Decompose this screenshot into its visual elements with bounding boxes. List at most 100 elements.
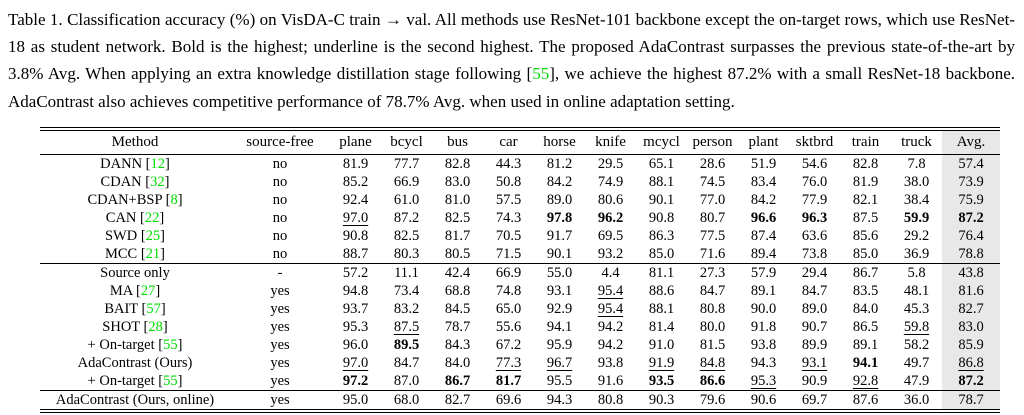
value-cell: 85.9 xyxy=(942,335,1000,354)
table-group: DANN [12] no 81.9 77.7 82.8 44.3 81.2 29.5 65.1 2… xyxy=(40,154,1000,264)
value-cell: 66.9 xyxy=(393,173,420,190)
column-header: knife xyxy=(585,130,636,155)
value-cell: 80.5 xyxy=(444,245,471,262)
value-cell: 93.8 xyxy=(750,336,777,353)
value-cell: 80.6 xyxy=(597,191,624,208)
value-cell: 86.3 xyxy=(648,227,675,244)
column-header: bcycl xyxy=(381,130,432,155)
table-row: SWD [25] no 90.8 82.5 81.7 70.5 91.7 69.5 86.3 77… xyxy=(40,226,1000,245)
value-cell: 57.4 xyxy=(942,154,1000,173)
table-row: CDAN [32] no 85.2 66.9 83.0 50.8 84.2 74.9 88.1 7… xyxy=(40,172,1000,191)
citation-link[interactable]: 25 xyxy=(145,227,161,244)
citation-link[interactable]: 57 xyxy=(146,300,161,317)
value-cell: 79.6 xyxy=(699,391,726,408)
value-cell: 94.2 xyxy=(597,318,624,335)
source-free-cell: no xyxy=(272,191,288,208)
method-cell: + On-target [55] xyxy=(87,336,183,353)
citation-link[interactable]: 8 xyxy=(170,191,178,208)
value-cell: 95.4 xyxy=(597,282,624,299)
value-cell: 95.3 xyxy=(342,318,369,335)
table-row: MA [27] yes 94.8 73.4 68.8 74.8 93.1 95.4 88.6 84… xyxy=(40,281,1000,300)
citation-link[interactable]: 55 xyxy=(163,372,178,389)
citation-link[interactable]: 22 xyxy=(144,209,160,226)
value-cell: 81.0 xyxy=(444,191,471,208)
source-free-cell: yes xyxy=(270,391,290,408)
value-cell: 50.8 xyxy=(495,173,522,190)
value-cell: 28.6 xyxy=(699,155,726,172)
source-free-cell: no xyxy=(272,245,288,262)
citation-link[interactable]: 55 xyxy=(163,336,178,353)
source-free-cell: no xyxy=(272,155,288,172)
value-cell: 51.9 xyxy=(750,155,777,172)
value-cell: 85.6 xyxy=(852,227,879,244)
value-cell: 95.3 xyxy=(750,372,777,389)
column-header: Avg. xyxy=(942,130,1000,155)
value-cell: 78.7 xyxy=(444,318,471,335)
value-cell: 49.7 xyxy=(903,354,930,371)
citation-link[interactable]: 21 xyxy=(145,245,161,262)
value-cell: 85.2 xyxy=(342,173,369,190)
value-cell: 88.1 xyxy=(648,300,675,317)
value-cell: 68.8 xyxy=(444,282,471,299)
value-cell: 84.2 xyxy=(546,173,573,190)
value-cell: 93.5 xyxy=(648,372,675,389)
table-row: DANN [12] no 81.9 77.7 82.8 44.3 81.2 29.5 65.1 2… xyxy=(40,154,1000,173)
value-cell: 83.0 xyxy=(444,173,471,190)
citation-link[interactable]: 27 xyxy=(140,282,156,299)
value-cell: 87.2 xyxy=(942,371,1000,391)
table-group: Source only - 57.2 11.1 42.4 66.9 55.0 4.4 81.1 2… xyxy=(40,263,1000,391)
value-cell: 82.1 xyxy=(852,191,879,208)
value-cell: 84.7 xyxy=(393,354,420,371)
value-cell: 84.7 xyxy=(699,282,726,299)
value-cell: 61.0 xyxy=(393,191,420,208)
value-cell: 93.1 xyxy=(546,282,573,299)
caption-citation-link[interactable]: 55 xyxy=(532,64,550,84)
method-cell: MCC [21] xyxy=(104,245,166,262)
value-cell: 78.7 xyxy=(942,390,1000,410)
value-cell: 55.0 xyxy=(546,264,573,281)
column-header: bus xyxy=(432,130,483,155)
citation-link[interactable]: 32 xyxy=(150,173,165,190)
value-cell: 81.9 xyxy=(852,173,879,190)
value-cell: 88.7 xyxy=(342,245,369,262)
table-row: CDAN+BSP [8] no 92.4 61.0 81.0 57.5 89.0 80.6 90… xyxy=(40,190,1000,209)
source-free-cell: yes xyxy=(270,372,290,389)
value-cell: 91.0 xyxy=(648,336,675,353)
value-cell: 59.8 xyxy=(903,318,930,335)
value-cell: 94.1 xyxy=(852,354,879,371)
citation-link[interactable]: 28 xyxy=(148,318,163,335)
value-cell: 84.7 xyxy=(801,282,828,299)
value-cell: 90.7 xyxy=(801,318,828,335)
value-cell: 96.2 xyxy=(597,209,624,226)
value-cell: 82.5 xyxy=(444,209,471,226)
column-header: person xyxy=(687,130,738,155)
column-header: horse xyxy=(534,130,585,155)
source-free-cell: yes xyxy=(270,318,290,335)
value-cell: 85.0 xyxy=(852,245,879,262)
value-cell: 29.5 xyxy=(597,155,624,172)
value-cell: 92.8 xyxy=(852,372,879,389)
value-cell: 89.4 xyxy=(750,245,777,262)
value-cell: 81.9 xyxy=(342,155,369,172)
value-cell: 95.9 xyxy=(546,336,573,353)
column-header: Method xyxy=(40,130,230,155)
results-table-frame: Method source-free plane bcycl bus car horse kn… xyxy=(40,126,1000,413)
value-cell: 82.7 xyxy=(942,299,1000,318)
value-cell: 93.1 xyxy=(801,354,828,371)
table-row: Source only - 57.2 11.1 42.4 66.9 55.0 4.4 81.1 2… xyxy=(40,263,1000,282)
value-cell: 84.3 xyxy=(444,336,471,353)
value-cell: 70.5 xyxy=(495,227,522,244)
value-cell: 4.4 xyxy=(601,264,620,281)
value-cell: 27.3 xyxy=(699,264,726,281)
value-cell: 87.2 xyxy=(942,208,1000,227)
method-cell: AdaContrast (Ours) xyxy=(77,354,193,371)
table-row: AdaContrast (Ours) yes 97.0 84.7 84.0 77.3 96.… xyxy=(40,353,1000,372)
citation-link[interactable]: 12 xyxy=(150,155,166,172)
value-cell: 89.1 xyxy=(750,282,777,299)
value-cell: 44.3 xyxy=(495,155,522,172)
caption-text-before-cite: Table 1. Classification accuracy (%) on … xyxy=(8,10,1015,84)
value-cell: 81.2 xyxy=(546,155,573,172)
value-cell: 90.6 xyxy=(750,391,777,408)
source-free-cell: yes xyxy=(270,354,290,371)
value-cell: 58.2 xyxy=(903,336,930,353)
